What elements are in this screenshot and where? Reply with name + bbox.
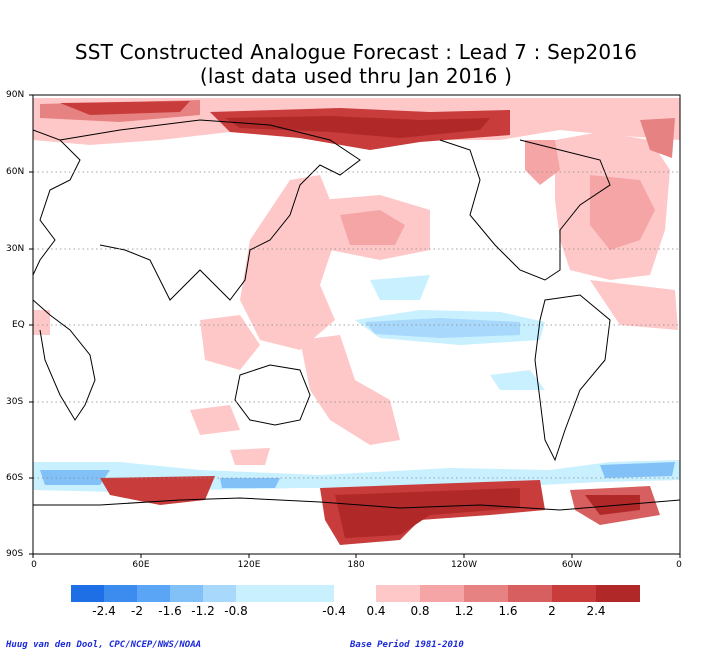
lat-label-90s: 90S [6, 549, 24, 559]
lat-label-60n: 60N [6, 167, 25, 177]
colorbar-swatch-pos-0.8 [420, 585, 464, 602]
colorbar-label: -1.2 [191, 604, 215, 618]
colorbar-label: 2 [548, 604, 556, 618]
colorbar-swatch-neg-2.4 [71, 585, 104, 602]
colorbar-label: 2.4 [586, 604, 606, 618]
colorbar-swatch-pos-2.4 [596, 585, 640, 602]
lat-label-eq: EQ [12, 320, 25, 330]
colorbar-label: 1.6 [498, 604, 518, 618]
author-credit: Huug van den Dool, CPC/NCEP/NWS/NOAA [6, 640, 202, 650]
axis-ticks [29, 94, 681, 558]
colorbar-label: -0.8 [224, 604, 248, 618]
coastlines [33, 119, 680, 511]
lon-label-60w: 60W [561, 560, 583, 570]
colorbar [71, 585, 640, 602]
lat-label-60s: 60S [6, 473, 24, 483]
colorbar-swatch-neg-0.4 [236, 585, 334, 602]
colorbar-swatch-neg-0.8 [203, 585, 236, 602]
colorbar-swatch-neg-2 [104, 585, 137, 602]
colorbar-swatch-neg-1.6 [137, 585, 170, 602]
map-title-line2: (last data used thru Jan 2016 ) [199, 64, 513, 88]
lon-label-60e: 60E [132, 560, 150, 570]
lat-label-30s: 30S [6, 397, 24, 407]
lon-label-120w: 120W [450, 560, 478, 570]
lon-label-180: 180 [347, 560, 365, 570]
colorbar-label: -0.4 [322, 604, 346, 618]
colorbar-swatch-pos-1.6 [508, 585, 552, 602]
colorbar-swatch-pos-0.4 [376, 585, 420, 602]
anomaly-shading [33, 98, 680, 545]
colorbar-label: -2 [131, 604, 143, 618]
colorbar-swatch-neg-1.2 [170, 585, 203, 602]
lon-label-120e: 120E [237, 560, 261, 570]
lat-label-30n: 30N [6, 244, 25, 254]
lon-label-0: 0 [31, 560, 37, 570]
colorbar-label: 0.8 [410, 604, 430, 618]
colorbar-swatch-pos-1.2 [464, 585, 508, 602]
lon-label-0-east: 0 [676, 560, 682, 570]
lat-label-90n: 90N [6, 90, 25, 100]
colorbar-label: -1.6 [158, 604, 182, 618]
colorbar-swatch-pos-2 [552, 585, 596, 602]
colorbar-label: -2.4 [92, 604, 116, 618]
colorbar-label: 0.4 [366, 604, 386, 618]
colorbar-label: 1.2 [454, 604, 474, 618]
base-period-note: Base Period 1981-2010 [350, 640, 464, 650]
map-title-line1: SST Constructed Analogue Forecast : Lead… [74, 40, 638, 64]
